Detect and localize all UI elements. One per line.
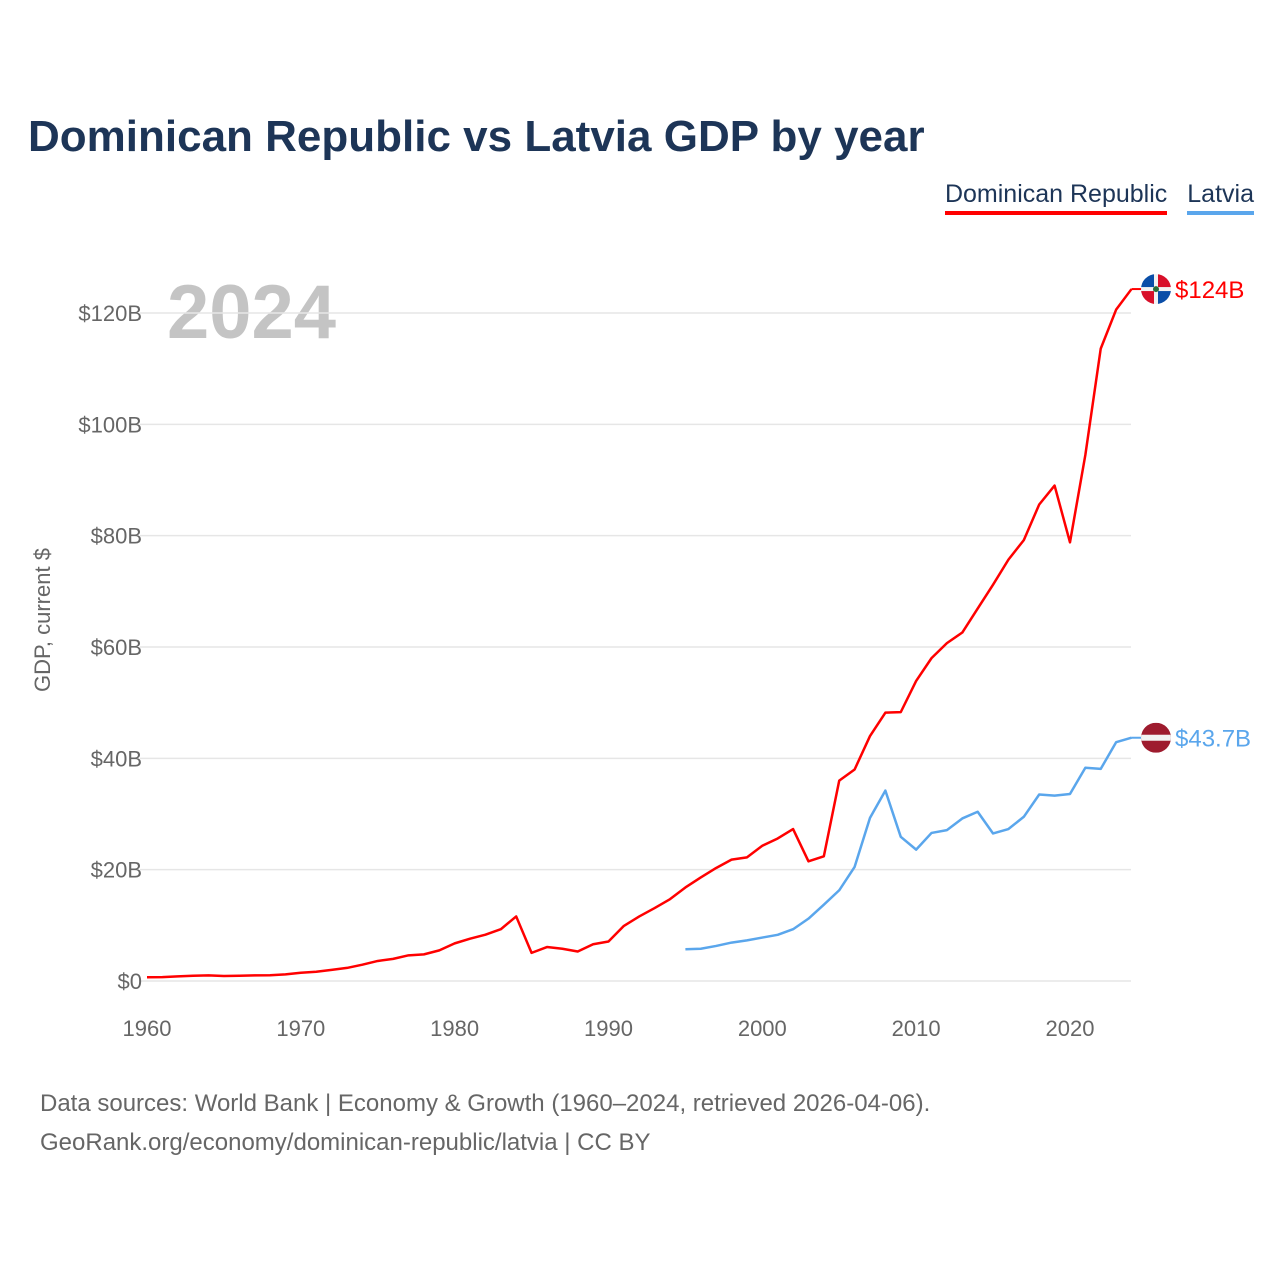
y-tick-label: $40B (91, 746, 142, 771)
x-tick-label: 1970 (276, 1016, 325, 1041)
series-line-latvia (685, 736, 1132, 951)
source-line-1: Data sources: World Bank | Economy & Gro… (40, 1090, 931, 1117)
flag-q2 (1158, 274, 1171, 288)
latvia-flag-icon (1141, 722, 1171, 753)
end-value-label: $43.7B (1175, 726, 1251, 753)
legend: Dominican Republic Latvia (944, 180, 1254, 215)
source-note: Data sources: World Bank | Economy & Gro… (40, 1084, 930, 1162)
x-tick-label: 2010 (892, 1016, 941, 1041)
y-tick-label: $20B (91, 858, 142, 883)
flag-body (1141, 274, 1171, 305)
y-tick-label: $80B (91, 524, 142, 549)
flag-body (1141, 722, 1171, 753)
series-line-dominican-republic (146, 288, 1133, 979)
legend-item-dominican-republic[interactable]: Dominican Republic (944, 180, 1168, 215)
legend-item-latvia[interactable]: Latvia (1187, 180, 1254, 215)
flag-emblem (1153, 286, 1159, 293)
y-tick-label: $120B (78, 301, 142, 326)
x-tick-label: 1960 (123, 1016, 172, 1041)
y-tick-label: $60B (91, 635, 142, 660)
flag-stripe (1141, 734, 1171, 741)
chart-title: Dominican Republic vs Latvia GDP by year (28, 112, 925, 161)
flag-q3 (1141, 291, 1154, 305)
flag-q4 (1158, 291, 1171, 305)
y-tick-label: $0 (118, 969, 142, 994)
x-tick-label: 2020 (1045, 1016, 1094, 1041)
flag-q1 (1141, 274, 1154, 288)
y-tick-label: $100B (78, 412, 142, 437)
x-tick-label: 1990 (584, 1016, 633, 1041)
dominican-republic-flag-icon (1141, 274, 1171, 305)
x-tick-label: 2000 (738, 1016, 787, 1041)
source-line-2[interactable]: GeoRank.org/economy/dominican-republic/l… (40, 1129, 651, 1156)
end-value-label: $124B (1175, 277, 1244, 304)
y-axis-label: GDP, current $ (30, 548, 55, 692)
x-tick-label: 1980 (430, 1016, 479, 1041)
